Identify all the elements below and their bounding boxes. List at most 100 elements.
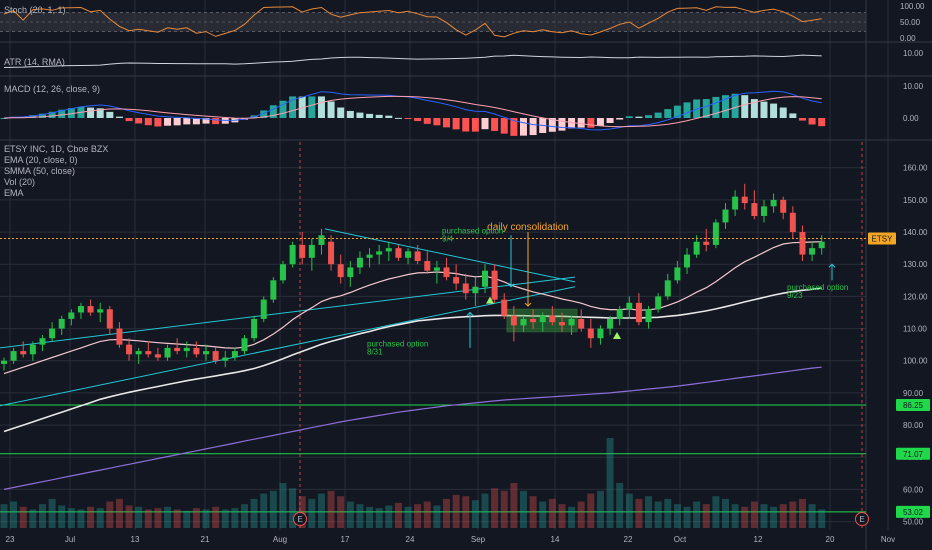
x-tick-label: 13 — [131, 535, 140, 544]
volume-bar — [731, 504, 739, 528]
volume-bar — [67, 508, 75, 528]
earnings-marker-label: E — [297, 515, 302, 524]
macd-tick-label: 10.00 — [903, 82, 924, 91]
macd-hist-bar — [702, 99, 710, 118]
macd-hist-bar — [115, 116, 123, 118]
candle-body — [462, 283, 469, 294]
volume-bar — [548, 498, 556, 528]
candle-body — [491, 270, 498, 300]
volume-bar — [664, 498, 672, 528]
trendline-upper — [0, 276, 576, 349]
candle-body — [222, 357, 229, 361]
volume-bar — [539, 501, 547, 528]
macd-hist-bar — [260, 110, 268, 118]
candle-body — [29, 344, 36, 355]
macd-hist-bar — [212, 118, 220, 125]
macd-hist-bar — [48, 111, 56, 118]
volume-bar — [789, 501, 797, 528]
candle-body — [385, 248, 392, 252]
main-label: EMA (20, close, 0) — [4, 155, 78, 165]
volume-bar — [616, 483, 624, 528]
candle-body — [231, 351, 238, 358]
candle-body — [645, 309, 652, 323]
x-tick-label: 14 — [551, 535, 560, 544]
macd-hist-bar — [808, 118, 816, 125]
volume-bar — [606, 438, 614, 528]
candle-body — [510, 315, 517, 326]
candle-body — [693, 241, 700, 255]
volume-bar — [433, 505, 441, 528]
level-badge — [896, 398, 930, 411]
macd-hist-bar — [38, 113, 46, 118]
stoch-tick-label: 0.00 — [900, 34, 916, 43]
x-tick-label: 24 — [406, 535, 415, 544]
candle-body — [318, 235, 325, 245]
candle-body — [164, 347, 171, 358]
candle-body — [587, 328, 594, 339]
volume-bar — [77, 509, 85, 528]
volume-bar — [58, 505, 66, 528]
macd-hist-bar — [818, 118, 826, 127]
macd-hist-bar — [491, 118, 499, 131]
candle-body — [289, 244, 296, 265]
volume-bar — [722, 498, 729, 528]
volume-bar — [202, 509, 210, 528]
candle-body — [270, 280, 277, 300]
annotation-0923-text: purchased option — [787, 283, 848, 292]
price-badge-label: ETSY — [872, 235, 894, 244]
candle-body — [712, 222, 719, 245]
macd-hist-bar — [471, 118, 479, 132]
candle-body — [818, 241, 825, 249]
grid — [0, 0, 889, 530]
candle-body — [279, 264, 286, 281]
volume-bar — [654, 501, 662, 528]
x-tick-label: 21 — [201, 535, 210, 544]
candle-body — [347, 267, 354, 278]
volume-bar — [577, 501, 585, 528]
candle-body — [203, 351, 210, 355]
macd-hist-bar — [173, 118, 181, 126]
candle-body — [49, 328, 56, 339]
volume-bar — [0, 504, 8, 528]
candle-body — [443, 267, 450, 278]
volume-bar — [115, 498, 123, 528]
macd-hist-bar — [183, 118, 191, 125]
candle-body — [212, 351, 219, 361]
candle-body — [732, 196, 739, 210]
macd-hist-bar — [500, 118, 508, 134]
candle-body — [626, 302, 633, 310]
volume-bar — [414, 504, 422, 528]
candle-body — [578, 318, 585, 329]
volume-bar — [135, 506, 143, 528]
macd-hist-bar — [798, 118, 806, 121]
y-tick-label: 160.00 — [903, 164, 928, 173]
volume-bar — [269, 490, 277, 528]
candle-body — [722, 209, 729, 223]
macd-hist-bar — [625, 116, 633, 118]
volume-bar — [289, 488, 297, 528]
y-tick-label: 80.00 — [903, 421, 924, 430]
macd-hist-bar — [87, 107, 95, 118]
macd-hist-bar — [298, 96, 306, 118]
level-badge-label: 53.02 — [903, 508, 924, 517]
candle-body — [809, 248, 816, 255]
volume-bar — [10, 501, 18, 528]
arrow-purchase-0904-head — [507, 283, 515, 288]
macd-signal-line — [3, 95, 822, 128]
stoch-pane — [0, 6, 866, 38]
macd-hist-bar — [404, 118, 412, 119]
volume-bar — [818, 509, 826, 528]
macd-hist-bar — [125, 118, 133, 122]
volume-bar — [317, 493, 325, 528]
volume-bar — [337, 496, 345, 528]
candle-body — [433, 267, 440, 271]
volume-bar — [19, 506, 27, 528]
macd-hist-bar — [356, 112, 364, 118]
macd-hist-bar — [558, 118, 566, 131]
candle-body — [20, 351, 27, 355]
candle-body — [299, 244, 306, 258]
level-badge — [896, 505, 930, 518]
stoch-label: Stoch (20, 1, 1) — [4, 5, 66, 15]
macd-hist-bar — [269, 105, 277, 118]
candle-body — [453, 277, 460, 284]
